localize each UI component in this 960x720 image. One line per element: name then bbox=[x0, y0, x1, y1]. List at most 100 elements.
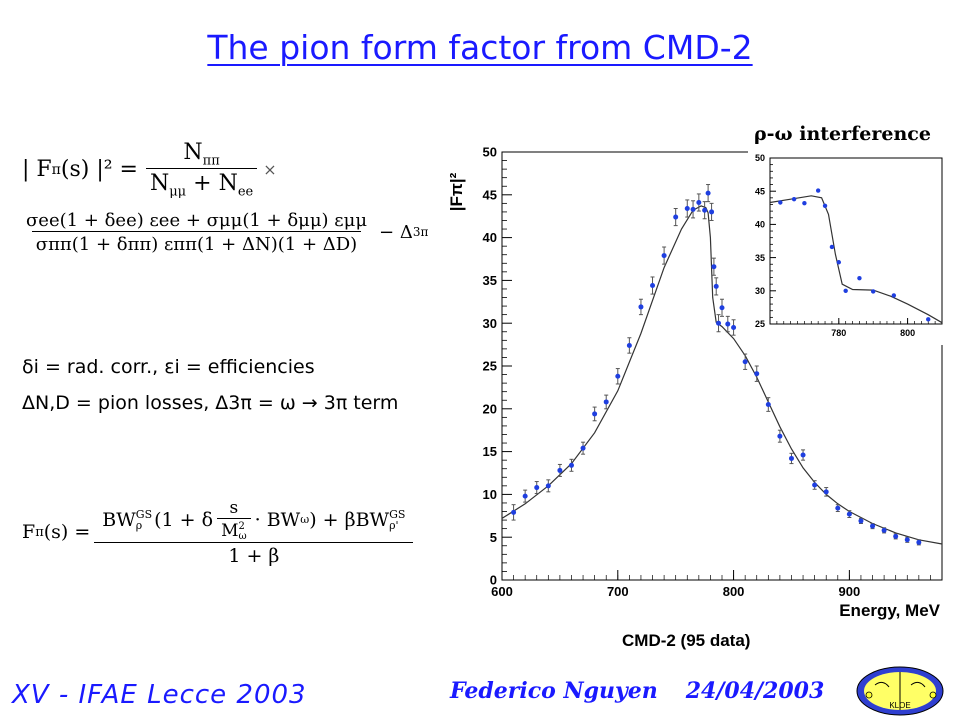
conference-label: XV - IFAE Lecce 2003 bbox=[12, 680, 307, 710]
formula2-mid3: ) + βBW bbox=[309, 508, 390, 531]
inset-data-point bbox=[829, 244, 835, 250]
main-data-point bbox=[690, 206, 696, 212]
formula1-f1-den-a-sub: μμ bbox=[169, 184, 187, 200]
formula2-mid2: · BW bbox=[254, 508, 301, 531]
main-data-point bbox=[716, 320, 722, 326]
inset-title: ρ-ω interference bbox=[754, 123, 931, 145]
formula1-f2-num: σee(1 + δee) εee + σμμ(1 + δμμ) εμμ bbox=[26, 209, 368, 231]
main-data-point bbox=[557, 467, 563, 473]
formula2-sub1: ρ bbox=[135, 518, 143, 532]
main-data-point bbox=[711, 264, 717, 270]
formula1-lhs-sub: π bbox=[51, 161, 61, 178]
main-data-point bbox=[522, 493, 528, 499]
formula1-f1-num: N bbox=[183, 140, 203, 165]
formula2-bw-rho: BW bbox=[102, 508, 136, 531]
inset-data-point bbox=[778, 200, 783, 205]
main-data-point bbox=[731, 324, 737, 330]
main-data-point bbox=[858, 518, 864, 524]
formula2-sup3: GS bbox=[389, 507, 406, 521]
inset-xtick-label: 780 bbox=[831, 328, 846, 338]
inset-data-point bbox=[802, 200, 807, 206]
formula2-sup1: GS bbox=[135, 507, 153, 521]
formula1-lhs: | F bbox=[22, 157, 52, 183]
formula1-fraction2: σee(1 + δee) εee + σμμ(1 + δμμ) εμμ σππ(… bbox=[22, 210, 371, 255]
main-data-point bbox=[661, 253, 667, 259]
formula1-lhs-tail: (s) |² = bbox=[60, 157, 138, 183]
main-caption: CMD-2 (95 data) bbox=[622, 631, 750, 650]
main-data-point bbox=[846, 511, 852, 517]
main-data-point bbox=[916, 539, 922, 545]
main-ytick-label: 10 bbox=[483, 487, 497, 502]
formula2-lhs-sub: π bbox=[35, 524, 44, 540]
inset-ytick-label: 45 bbox=[755, 186, 765, 196]
main-ytick-label: 50 bbox=[483, 145, 497, 160]
main-xtick-label: 800 bbox=[723, 584, 745, 599]
main-data-point bbox=[754, 371, 760, 377]
main-data-point bbox=[592, 411, 598, 417]
formula2-m-sub: ω bbox=[238, 530, 247, 542]
main-data-point bbox=[684, 205, 690, 211]
kloe-logo: KLOE bbox=[856, 666, 944, 716]
formula2-den: 1 + β bbox=[94, 541, 414, 567]
main-data-point bbox=[870, 523, 876, 529]
main-data-point bbox=[800, 452, 806, 458]
main-data-point bbox=[650, 283, 656, 289]
rho-omega-interference-inset: 25 30 35 40 45 50 780 800 bbox=[748, 150, 948, 345]
main-data-point bbox=[696, 200, 702, 206]
main-data-point bbox=[568, 462, 574, 468]
legend-line-losses: ΔN,D = pion losses, Δ3π = ω → 3π term bbox=[22, 392, 399, 414]
formula1-minus: − Δ bbox=[379, 221, 413, 243]
main-data-point bbox=[823, 489, 829, 495]
main-xtick-label: 700 bbox=[607, 584, 629, 599]
inset-data-point bbox=[822, 203, 828, 209]
inset-ytick-label: 25 bbox=[755, 319, 765, 329]
main-data-point bbox=[709, 209, 715, 215]
main-ytick-label: 20 bbox=[483, 401, 497, 416]
inset-fit-curve bbox=[769, 195, 943, 324]
main-data-point bbox=[626, 342, 632, 348]
slide-title: The pion form factor from CMD-2 bbox=[207, 28, 753, 67]
inset-data-point bbox=[891, 293, 897, 298]
main-xtick-label: 600 bbox=[491, 584, 513, 599]
formula1-f1-plus: + bbox=[186, 171, 219, 197]
main-data-point bbox=[673, 214, 679, 220]
formula2-lhs: F bbox=[22, 521, 36, 544]
main-data-point bbox=[881, 527, 887, 533]
talk-date: 24/04/2003 bbox=[685, 678, 825, 704]
main-ytick-label: 25 bbox=[483, 359, 497, 374]
inset-data-point bbox=[815, 188, 821, 193]
formula2-m: M bbox=[221, 521, 239, 541]
main-data-point bbox=[788, 455, 794, 461]
formula1-f1-num-sub: ππ bbox=[202, 153, 220, 169]
main-data-point bbox=[534, 485, 540, 491]
main-data-point bbox=[904, 537, 910, 543]
formula2-sub3: ρ' bbox=[389, 518, 399, 532]
inset-data-point bbox=[791, 196, 797, 202]
pion-form-factor-chart: 0 5 10 15 20 25 30 35 40 45 50 600 700 800 900 |Fπ|² Ene… bbox=[447, 145, 943, 650]
formula1-f1-den-a: N bbox=[149, 171, 170, 197]
main-ytick-label: 0 bbox=[490, 573, 497, 588]
logo-text: KLOE bbox=[889, 701, 910, 710]
main-data-point bbox=[777, 433, 783, 439]
inset-frame bbox=[769, 157, 943, 325]
inset-data-point bbox=[871, 289, 876, 294]
main-data-point bbox=[638, 304, 644, 310]
main-xlabel: Energy, MeV bbox=[839, 601, 940, 620]
legend-line-corrections: δi = rad. corr., εi = efficiencies bbox=[22, 356, 315, 378]
main-ylabel: |Fπ|² bbox=[447, 172, 466, 211]
inset-ytick-label: 35 bbox=[755, 253, 765, 263]
inset-ytick-label: 30 bbox=[755, 286, 765, 296]
inset-data-point bbox=[843, 288, 848, 293]
main-data-point bbox=[812, 482, 818, 488]
inset-data-point bbox=[926, 317, 931, 322]
main-data-point bbox=[725, 321, 731, 327]
formula2-sub2: ω bbox=[300, 513, 310, 527]
formula2-s: s bbox=[229, 498, 239, 518]
author-name: Federico Nguyen bbox=[450, 678, 658, 704]
main-xtick-label: 900 bbox=[839, 584, 861, 599]
formula2-m-sup: 2 bbox=[238, 520, 245, 532]
main-data-point bbox=[702, 207, 708, 213]
main-data-point bbox=[603, 399, 609, 405]
formula1-f1-den-b-sub: ee bbox=[237, 184, 254, 200]
formula1-f1-den-b: N bbox=[218, 171, 238, 197]
